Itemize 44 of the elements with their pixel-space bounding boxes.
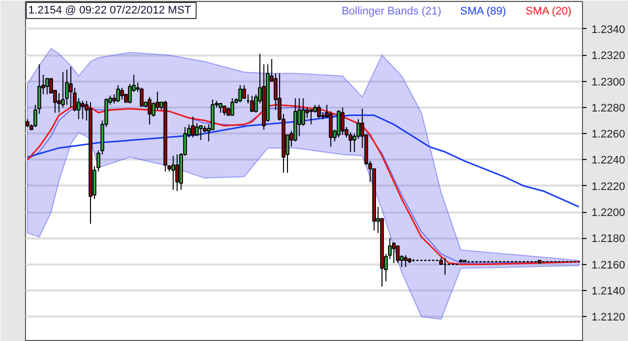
y-tick-label: 1.2320 [592, 50, 626, 62]
y-tick-label: 1.2280 [592, 102, 626, 114]
y-tick-label: 1.2340 [592, 24, 626, 36]
candlestick [175, 154, 180, 192]
text: SMA (20) [526, 6, 572, 18]
candlestick [230, 98, 234, 116]
candlestick [317, 104, 321, 118]
y-tick-label: 1.2140 [592, 286, 626, 298]
y-tick-label: 1.2220 [592, 180, 626, 193]
y-tick-label: 1.2180 [592, 233, 626, 246]
line-series [26, 114, 580, 208]
y-tick-label: 1.2120 [592, 312, 626, 324]
candlestick [116, 84, 120, 103]
candlestick [392, 242, 396, 264]
candlestick [148, 96, 152, 125]
chart-title: 1.2154 @ 09:22 07/22/2012 MST [28, 4, 192, 16]
y-tick-label: 1.2160 [592, 259, 626, 272]
candlestick [340, 106, 344, 136]
candlestick [336, 110, 341, 138]
candlestick [45, 78, 50, 95]
candlestick [120, 87, 124, 100]
candlestick [194, 122, 199, 137]
text: Bollinger Bands (21) [342, 6, 442, 18]
candlestick [171, 155, 176, 190]
candlestick [218, 103, 222, 114]
candlestick [309, 110, 313, 125]
candlestick [198, 125, 203, 141]
candlestick [396, 246, 400, 264]
candlestick [250, 95, 254, 112]
candlestick [404, 254, 408, 268]
candlestick [222, 106, 226, 116]
candlestick [80, 100, 84, 120]
candlestick [64, 69, 69, 106]
candlestick [238, 84, 242, 103]
text: SMA (89) [460, 6, 506, 18]
candlestick [301, 98, 306, 126]
y-tick-label: 1.2300 [592, 76, 626, 88]
candlestick [57, 92, 61, 114]
candlestick [68, 66, 73, 108]
candlestick [191, 116, 195, 138]
y-tick-label: 1.2200 [592, 207, 626, 220]
candlestick [443, 257, 447, 276]
y-tick-label: 1.2260 [592, 128, 626, 141]
y-tick-label: 1.2240 [592, 154, 626, 167]
